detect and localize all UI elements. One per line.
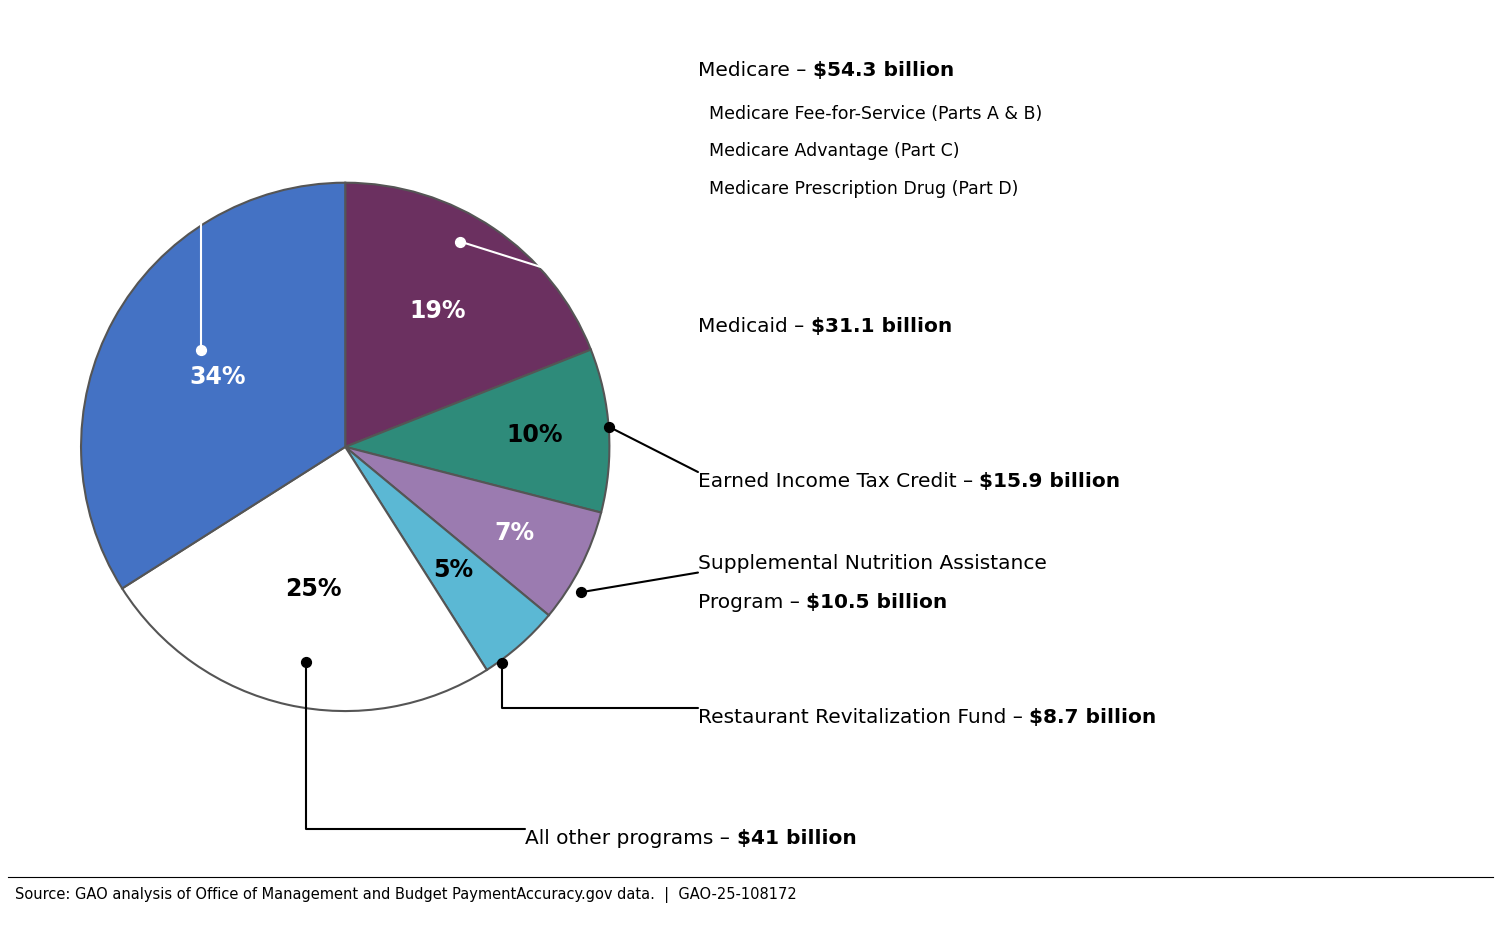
Text: $31.1 billion: $31.1 billion [811,317,952,335]
Wedge shape [122,447,486,711]
Text: Medicaid –: Medicaid – [698,317,811,335]
Wedge shape [81,182,345,588]
Text: Medicare –: Medicare – [698,61,812,79]
Wedge shape [345,182,591,447]
Point [294,654,318,669]
Wedge shape [345,350,609,513]
Text: Supplemental Nutrition Assistance: Supplemental Nutrition Assistance [698,554,1046,573]
Text: Source: GAO analysis of Office of Management and Budget PaymentAccuracy.gov data: Source: GAO analysis of Office of Manage… [15,887,797,903]
Text: 7%: 7% [495,521,534,546]
Text: $8.7 billion: $8.7 billion [1030,708,1156,726]
Text: 5%: 5% [434,558,474,582]
Text: Medicare Advantage (Part C): Medicare Advantage (Part C) [698,142,959,160]
Point [597,419,621,434]
Text: Program –: Program – [698,593,806,612]
Text: $41 billion: $41 billion [737,829,857,847]
Text: Medicare Fee-for-Service (Parts A & B): Medicare Fee-for-Service (Parts A & B) [698,105,1042,123]
Text: Restaurant Revitalization Fund –: Restaurant Revitalization Fund – [698,708,1030,726]
Text: Medicare Prescription Drug (Part D): Medicare Prescription Drug (Part D) [698,180,1018,197]
Text: $10.5 billion: $10.5 billion [806,593,947,612]
Text: 10%: 10% [507,423,563,447]
Wedge shape [345,447,600,615]
Point [491,655,515,670]
Point [569,585,593,600]
Point [449,235,473,250]
Text: $54.3 billion: $54.3 billion [812,61,955,79]
Text: 19%: 19% [410,300,465,323]
Point [189,343,213,358]
Wedge shape [345,447,549,670]
Text: $15.9 billion: $15.9 billion [980,472,1121,491]
Text: Earned Income Tax Credit –: Earned Income Tax Credit – [698,472,980,491]
Text: 34%: 34% [189,365,246,389]
Text: 25%: 25% [285,576,342,600]
Text: All other programs –: All other programs – [525,829,737,847]
